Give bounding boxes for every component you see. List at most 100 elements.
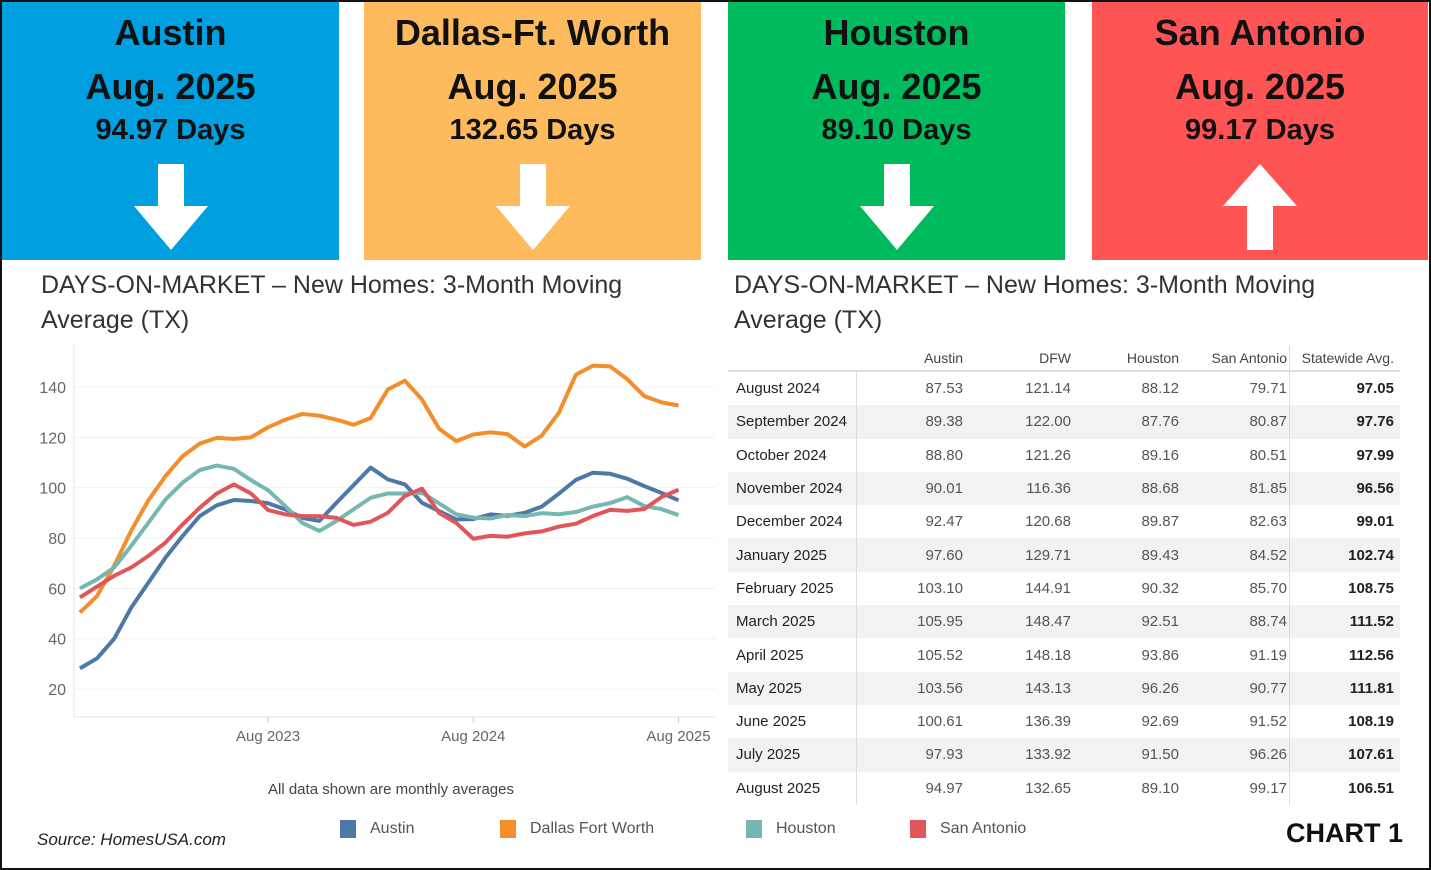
cell-value: 121.14: [1025, 380, 1071, 398]
cell-value: 105.52: [917, 646, 963, 664]
cell-value: 88.80: [925, 446, 963, 464]
cell-value: 97.76: [1289, 405, 1398, 439]
summary-card-houston: Houston Aug. 2025 89.10 Days: [728, 2, 1065, 260]
y-tick-label: 80: [48, 531, 66, 548]
cell-value: 108.19: [1289, 704, 1398, 739]
cell-value: 105.95: [917, 613, 963, 631]
cell-value: 97.99: [1289, 438, 1398, 472]
cell-value: 102.74: [1289, 538, 1398, 572]
cell-value: 89.87: [1141, 513, 1179, 531]
arrow-down-icon: [495, 164, 570, 250]
card-city: Dallas-Ft. Worth: [394, 12, 671, 53]
table-row: June 2025 100.61 136.39 92.69 91.52 108.19: [728, 704, 1400, 739]
summary-card-dallas-ft-worth: Dallas-Ft. Worth Aug. 2025 132.65 Days: [364, 2, 701, 260]
cell-value: 89.10: [1141, 779, 1179, 797]
legend-label: Austin: [370, 820, 415, 837]
cell-value: 89.16: [1141, 446, 1179, 464]
source-text: Source: HomesUSA.com: [37, 830, 226, 849]
cell-value: 91.52: [1249, 713, 1287, 731]
table-row: December 2024 92.47 120.68 89.87 82.63 99.01: [728, 505, 1400, 539]
card-city: Houston: [823, 12, 970, 53]
row-label: February 2025: [728, 571, 857, 606]
cell-value: 148.47: [1025, 613, 1071, 631]
y-tick-label: 60: [48, 581, 66, 598]
legend-item: San Antonio: [910, 820, 1026, 838]
column-header: Austin: [924, 350, 963, 366]
chart-label: CHART 1: [1286, 818, 1404, 848]
legend-swatch: [500, 820, 516, 838]
column-header: Statewide Avg.: [1289, 346, 1398, 370]
series-houston: [79, 463, 680, 591]
legend-item: Houston: [746, 820, 836, 838]
card-days: 132.65 Days: [449, 114, 616, 146]
legend-label: San Antonio: [940, 820, 1027, 837]
card-city: Austin: [114, 12, 227, 53]
card-days: 89.10 Days: [821, 114, 972, 146]
row-label: December 2024: [728, 505, 857, 539]
cell-value: 111.52: [1289, 605, 1398, 639]
row-label: April 2025: [728, 638, 857, 672]
cell-value: 121.26: [1025, 446, 1071, 464]
cell-value: 97.60: [925, 546, 963, 564]
cell-value: 88.12: [1141, 380, 1179, 398]
card-period: Aug. 2025: [85, 66, 256, 107]
cell-value: 136.39: [1025, 713, 1071, 731]
row-label: October 2024: [728, 438, 857, 472]
cell-value: 97.05: [1289, 372, 1398, 406]
row-label: June 2025: [728, 704, 857, 739]
legend-label: Dallas Fort Worth: [530, 820, 655, 837]
legend-swatch: [340, 820, 356, 838]
table-row: July 2025 97.93 133.92 91.50 96.26 107.61: [728, 738, 1400, 772]
cell-value: 99.17: [1249, 779, 1287, 797]
line-chart: 20 40 60 80 100 120 140 Aug 2023 Aug 2024 Aug 202…: [39, 345, 715, 745]
arrow-down-icon: [133, 164, 208, 250]
cell-value: 112.56: [1289, 638, 1398, 672]
cell-value: 90.01: [925, 480, 963, 498]
cell-value: 144.91: [1025, 579, 1071, 597]
y-tick-label: 40: [48, 632, 66, 649]
row-label: July 2025: [728, 738, 857, 772]
cell-value: 93.86: [1141, 646, 1179, 664]
cell-value: 90.32: [1141, 579, 1179, 597]
column-header: San Antonio: [1211, 350, 1287, 366]
cell-value: 148.18: [1025, 646, 1071, 664]
row-label: January 2025: [728, 538, 857, 572]
series-san-antonio: [78, 482, 680, 600]
table-row: October 2024 88.80 121.26 89.16 80.51 97.99: [728, 438, 1400, 472]
table-row: August 2024 87.53 121.14 88.12 79.71 97.05: [728, 372, 1400, 406]
arrow-up-icon: [1223, 164, 1297, 250]
cell-value: 129.71: [1025, 546, 1071, 564]
table-row: September 2024 89.38 122.00 87.76 80.87 97.76: [728, 405, 1400, 439]
row-label: November 2024: [728, 471, 857, 506]
cell-value: 133.92: [1025, 746, 1071, 764]
table-header: Austin DFW Houston San Antonio Statewide Avg…: [728, 346, 1400, 372]
cell-value: 100.61: [917, 713, 963, 731]
table-row: August 2025 94.97 132.65 89.10 99.17 106.51: [728, 771, 1400, 805]
column-header: [728, 346, 857, 370]
cell-value: 85.70: [1249, 579, 1287, 597]
legend-swatch: [746, 820, 762, 838]
cell-value: 96.26: [1249, 746, 1287, 764]
legend-item: Austin: [340, 820, 414, 838]
column-header: Houston: [1126, 350, 1179, 366]
data-table: Austin DFW Houston San Antonio Statewide Avg…: [728, 346, 1400, 805]
card-period: Aug. 2025: [447, 66, 618, 107]
cell-value: 107.61: [1289, 738, 1398, 772]
arrow-down-icon: [859, 164, 934, 250]
legend-item: Dallas Fort Worth: [500, 820, 654, 838]
cell-value: 96.56: [1289, 471, 1398, 506]
cell-value: 87.76: [1141, 413, 1179, 431]
table-row: February 2025 103.10 144.91 90.32 85.70 108.7…: [728, 571, 1400, 606]
table-row: April 2025 105.52 148.18 93.86 91.19 112.56: [728, 638, 1400, 672]
row-label: August 2025: [728, 771, 857, 805]
row-label: August 2024: [728, 372, 857, 406]
cell-value: 116.36: [1026, 480, 1071, 498]
table-row: January 2025 97.60 129.71 89.43 84.52 102.74: [728, 538, 1400, 572]
cell-value: 92.47: [925, 513, 963, 531]
cell-value: 103.10: [917, 579, 963, 597]
card-period: Aug. 2025: [811, 66, 982, 107]
legend-swatch: [910, 820, 926, 838]
cell-value: 143.13: [1025, 679, 1071, 697]
card-days: 99.17 Days: [1185, 114, 1335, 146]
cell-value: 91.19: [1249, 646, 1287, 664]
